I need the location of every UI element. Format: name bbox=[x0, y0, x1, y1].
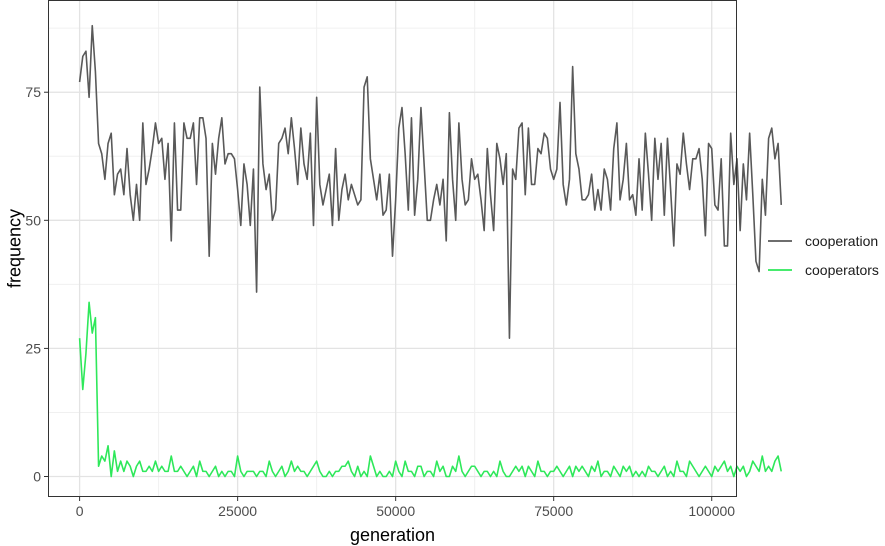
series-lines bbox=[78, 24, 783, 478]
series-line-cooperators bbox=[78, 301, 783, 478]
x-axis-title: generation bbox=[350, 525, 435, 545]
series-line-cooperation bbox=[78, 24, 783, 339]
x-tick-label: 75000 bbox=[534, 503, 573, 519]
y-axis-title: frequency bbox=[4, 209, 24, 288]
x-axis-ticks: 0 25000 50000 75000 100000 bbox=[76, 497, 735, 519]
legend-label-cooperators: cooperators bbox=[805, 262, 879, 278]
grid-major-lines bbox=[48, 0, 737, 497]
legend-label-cooperation: cooperation bbox=[805, 233, 878, 249]
plot-border bbox=[48, 0, 737, 497]
y-tick-label: 75 bbox=[25, 84, 41, 100]
x-tick-label: 25000 bbox=[218, 503, 257, 519]
x-tick-label: 0 bbox=[76, 503, 84, 519]
legend: cooperation cooperators bbox=[768, 233, 879, 278]
grid-minor-lines bbox=[48, 0, 737, 497]
y-tick-label: 50 bbox=[25, 212, 41, 228]
y-tick-label: 25 bbox=[25, 340, 41, 356]
y-axis-ticks: 0 25 50 75 bbox=[25, 84, 48, 485]
y-tick-label: 0 bbox=[33, 469, 41, 485]
x-tick-label: 100000 bbox=[688, 503, 735, 519]
x-tick-label: 50000 bbox=[376, 503, 415, 519]
